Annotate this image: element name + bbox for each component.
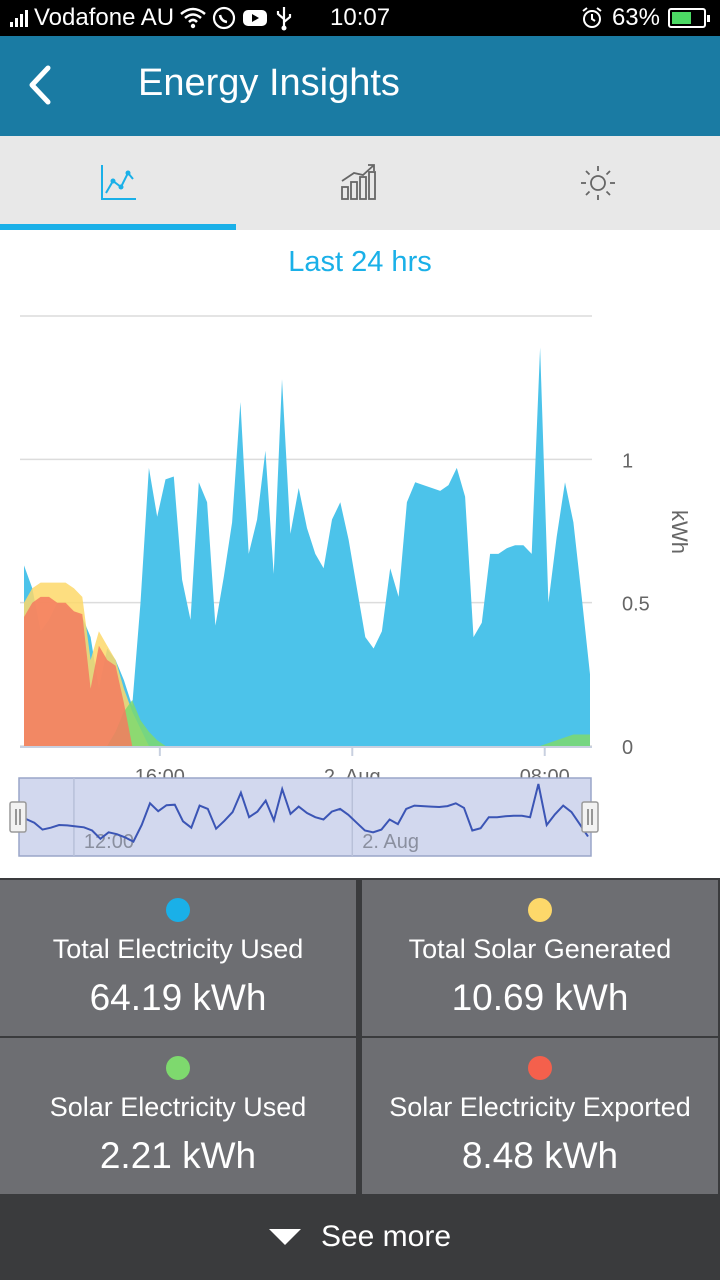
stat-label: Solar Electricity Used [0,1092,356,1123]
navigator-handle-left [10,802,26,832]
navigator-handle-right [582,802,598,832]
period-label: Last 24 hrs [0,246,720,279]
youtube-icon [242,7,268,29]
stat-total-electricity-used: Total Electricity Used 64.19 kWh [0,880,356,1036]
stat-value: 10.69 kWh [362,977,718,1019]
back-button[interactable] [18,60,68,110]
see-more-label: See more [321,1220,451,1254]
whatsapp-icon [212,6,236,30]
triangle-down-icon [269,1229,301,1245]
stat-label: Total Solar Generated [362,934,718,965]
stat-total-solar-generated: Total Solar Generated 10.69 kWh [362,880,718,1036]
y-tick-label: 0.5 [622,594,650,616]
tab-sun[interactable] [480,136,716,230]
stats-grid: Total Electricity Used 64.19 kWh Total S… [0,878,720,1194]
stat-solar-electricity-used: Solar Electricity Used 2.21 kWh [0,1038,356,1194]
usb-icon [274,5,294,31]
navigator-tick-label: 12:00 [84,831,134,853]
y-tick-label: 0 [622,737,633,759]
wifi-icon [180,7,206,29]
tab-line-chart[interactable] [0,136,236,230]
legend-dot [528,898,552,922]
battery-percent: 63% [612,4,660,32]
bar-chart-icon [338,163,378,203]
energy-chart: 0 0.5 1 kWh 16:00 2. Aug 08:00 12:00 2. Aug [0,290,720,880]
app-bar: Energy Insights [0,36,720,136]
sun-icon [578,163,618,203]
alarm-icon [580,6,604,30]
battery-icon [668,8,706,28]
stat-label: Total Electricity Used [0,934,356,965]
stat-value: 8.48 kWh [362,1135,718,1177]
signal-icon [10,9,28,27]
stat-value: 2.21 kWh [0,1135,356,1177]
stat-label: Solar Electricity Exported [362,1092,718,1123]
legend-dot [166,1056,190,1080]
carrier-name: Vodafone AU [34,4,174,32]
clock: 10:07 [330,4,390,32]
page-title: Energy Insights [138,62,400,105]
stat-solar-electricity-exported: Solar Electricity Exported 8.48 kWh [362,1038,718,1194]
stat-value: 64.19 kWh [0,977,356,1019]
status-bar: Vodafone AU 10:07 63% [0,0,720,36]
back-arrow-icon [18,60,68,110]
tab-bar [0,136,720,230]
see-more-button[interactable]: See more [0,1194,720,1280]
legend-dot [166,898,190,922]
status-right: 63% [580,4,706,32]
y-tick-label: 1 [622,450,633,472]
y-axis-label: kWh [667,510,692,554]
status-left: Vodafone AU [10,4,294,32]
navigator-tick-label: 2. Aug [362,831,419,853]
tab-bar-chart[interactable] [240,136,476,230]
line-chart-icon [98,163,138,203]
selected-tab-indicator [0,224,236,230]
legend-dot [528,1056,552,1080]
